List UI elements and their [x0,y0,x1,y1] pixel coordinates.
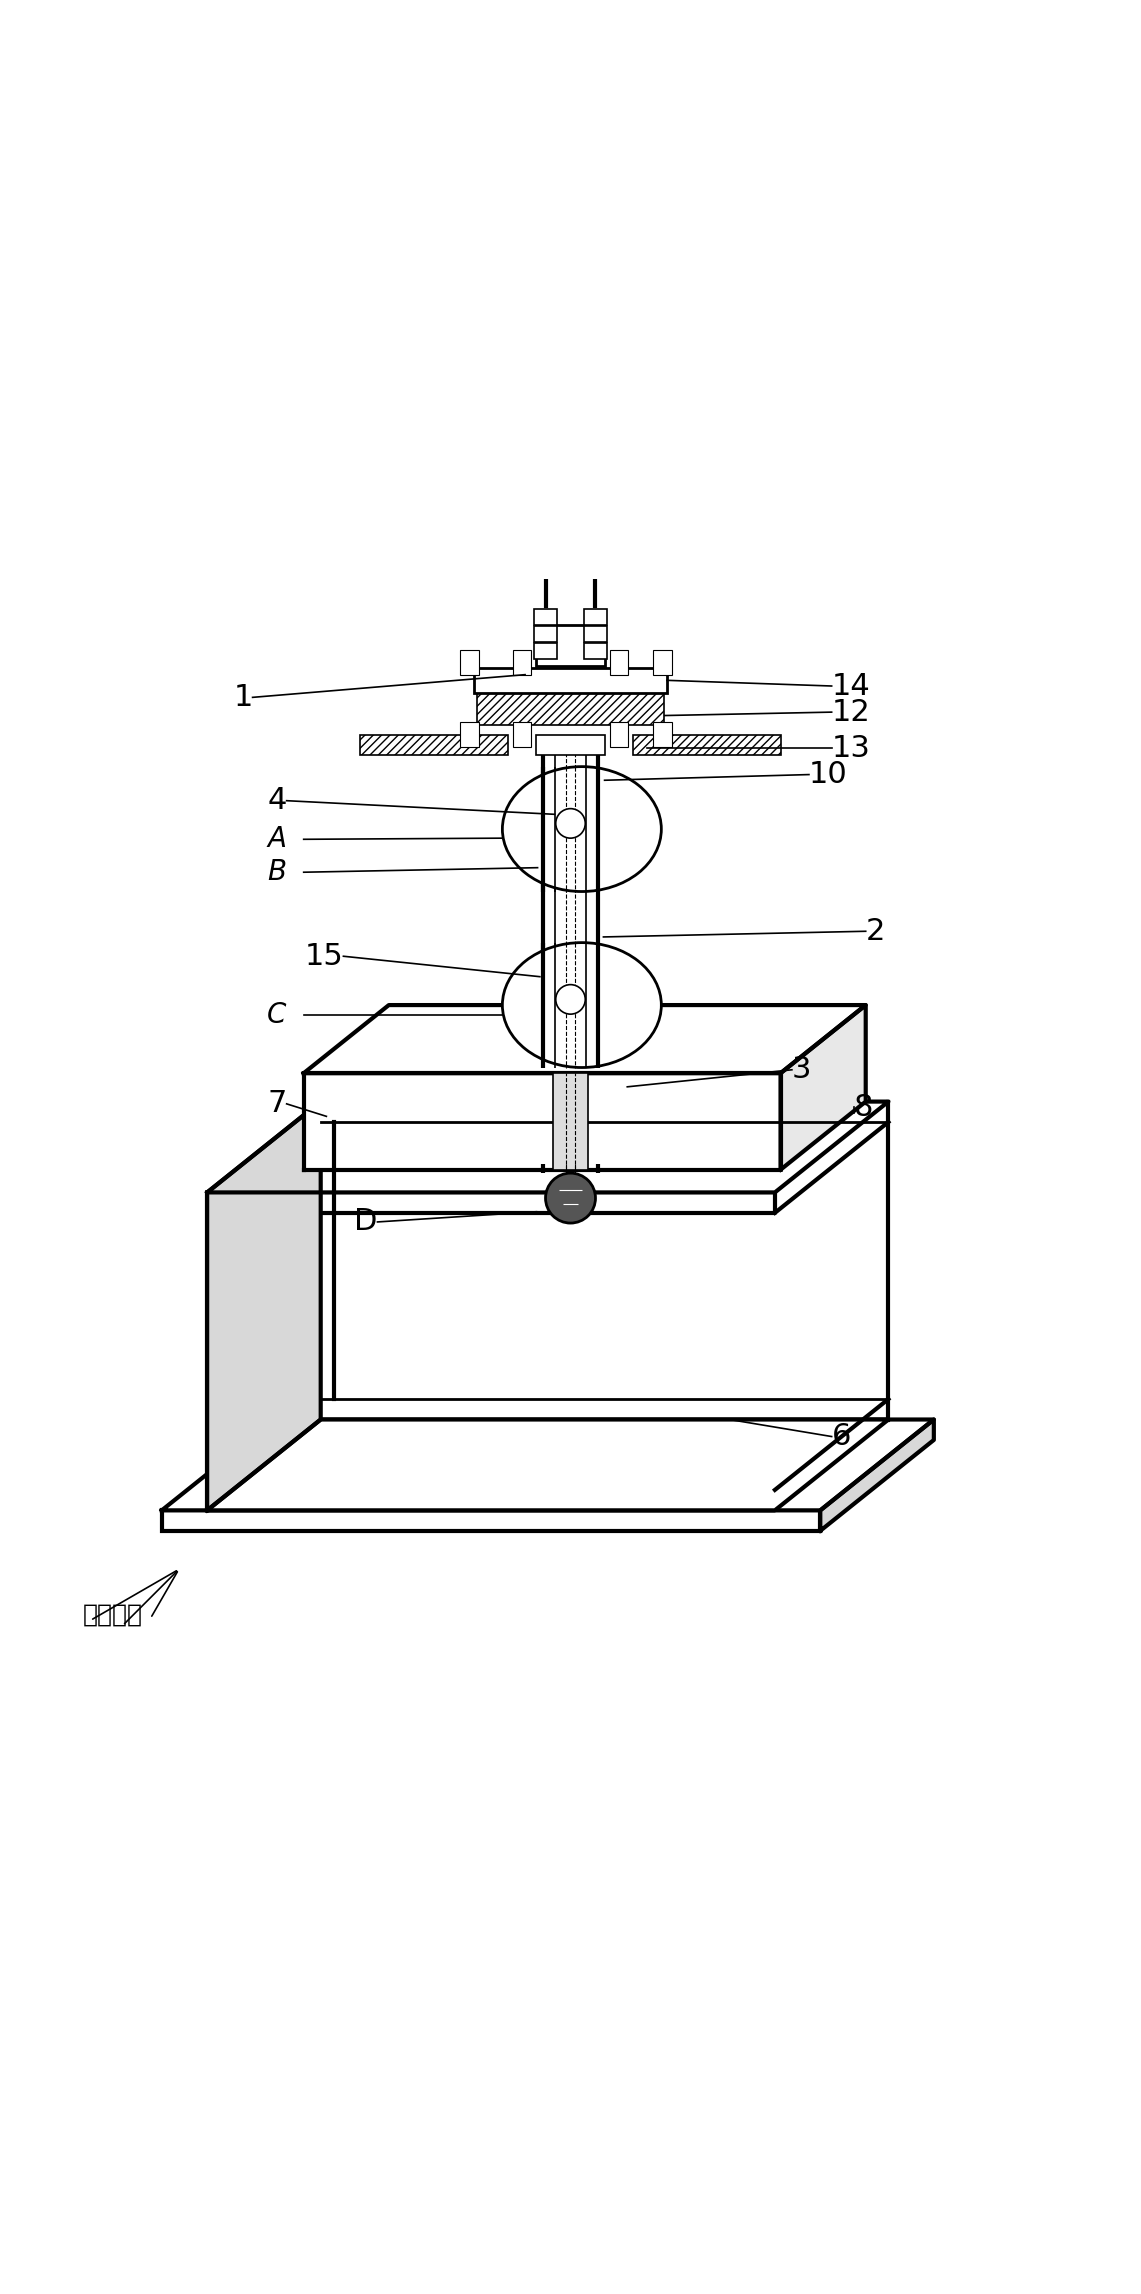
Text: 烟气方向: 烟气方向 [82,1604,143,1626]
Bar [609,649,628,674]
Bar [534,642,557,658]
Text: 12: 12 [832,697,871,727]
Text: 6: 6 [832,1422,851,1452]
Text: A: A [268,826,286,853]
Text: D: D [354,1207,378,1236]
Polygon shape [304,1005,866,1074]
Bar [361,734,508,755]
Bar [162,1509,820,1530]
Polygon shape [780,1005,866,1170]
Polygon shape [820,1420,933,1530]
Polygon shape [208,1420,889,1509]
Polygon shape [208,1193,775,1509]
Bar [460,649,478,674]
Ellipse shape [502,766,662,892]
Text: 13: 13 [832,734,871,764]
Bar [584,608,607,624]
Bar [536,624,605,665]
Bar [633,734,780,755]
Text: 8: 8 [855,1092,874,1122]
Bar [460,723,478,748]
Circle shape [545,1172,596,1223]
Bar [477,693,664,725]
Bar [513,649,532,674]
Bar [513,723,532,748]
Text: C: C [267,1000,286,1030]
Text: 1: 1 [233,684,252,711]
Polygon shape [304,1074,780,1170]
Bar [474,668,667,693]
Circle shape [556,810,585,837]
Bar [584,626,607,642]
Bar [584,642,607,658]
Text: 7: 7 [267,1090,286,1119]
Text: 14: 14 [832,672,871,700]
Text: 15: 15 [305,943,343,970]
Ellipse shape [502,943,662,1067]
Text: 2: 2 [866,918,885,945]
Bar [553,1074,588,1170]
Circle shape [556,984,585,1014]
Text: 10: 10 [809,759,848,789]
Text: 4: 4 [267,787,286,814]
Polygon shape [208,1101,321,1509]
Bar [609,723,628,748]
Polygon shape [162,1420,933,1509]
Bar [534,626,557,642]
Text: B: B [268,858,286,885]
Text: 3: 3 [792,1055,811,1085]
Bar [534,608,557,624]
Bar [654,723,672,748]
Polygon shape [208,1101,889,1193]
Bar [654,649,672,674]
Bar [536,734,605,755]
